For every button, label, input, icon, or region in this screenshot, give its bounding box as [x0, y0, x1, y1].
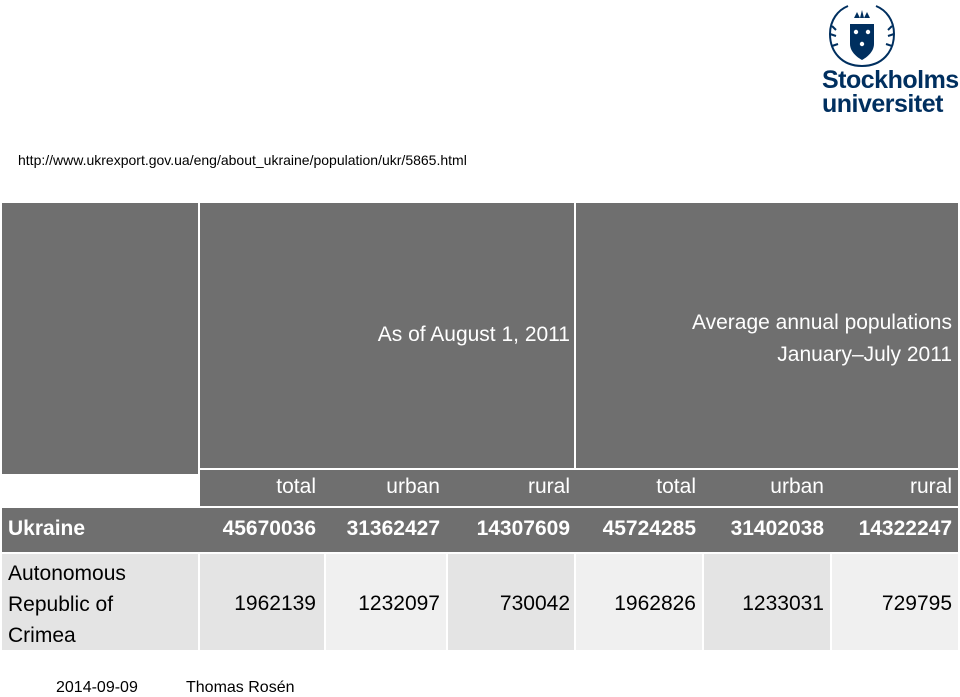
row-label-ukraine: Ukraine	[8, 517, 86, 540]
row-label-crimea-line3: Crimea	[8, 624, 76, 647]
group-header-average-line1: Average annual populations	[692, 311, 952, 334]
col-header-total-a: total	[276, 475, 316, 498]
row-label-cell-crimea	[2, 554, 198, 650]
cell-crimea-urban-b: 1233031	[742, 592, 824, 615]
cell-ukraine-rural-b: 14322247	[858, 517, 952, 540]
row-label-crimea: Autonomous Republic of Crimea	[8, 558, 126, 651]
col-header-total-b: total	[656, 475, 696, 498]
population-table: As of August 1, 2011 Average annual popu…	[2, 203, 958, 650]
stockholm-university-logo: Stockholms universitet	[820, 4, 959, 118]
cell-ukraine-total-a: 45670036	[222, 517, 316, 540]
col-header-rural-b: rural	[909, 475, 952, 498]
group-header-average: Average annual populations January–July …	[576, 203, 958, 468]
cell-crimea-total-a: 1962139	[234, 592, 316, 615]
university-seal-icon	[828, 5, 896, 67]
crimea-cell-bg-4	[576, 554, 702, 650]
col-header-urban-b: urban	[770, 475, 824, 498]
cell-crimea-urban-a: 1232097	[358, 592, 440, 615]
logo-word-universitet: universitet	[822, 90, 943, 118]
cell-crimea-rural-b: 729795	[881, 592, 952, 615]
group-header-average-label: Average annual populations January–July …	[692, 307, 952, 371]
cell-ukraine-rural-a: 14307609	[476, 517, 570, 540]
footer-date: 2014-09-09	[56, 679, 138, 696]
cell-ukraine-total-b: 45724285	[602, 517, 696, 540]
corner-header-cell	[2, 203, 198, 474]
subheader-row	[200, 470, 958, 506]
crimea-cell-bg-2	[326, 554, 446, 650]
cell-crimea-total-b: 1962826	[614, 592, 696, 615]
row-label-crimea-line1: Autonomous	[8, 562, 126, 585]
group-header-as-of-label: As of August 1, 2011	[377, 323, 570, 346]
cell-ukraine-urban-b: 31402038	[730, 517, 824, 540]
col-header-rural-a: rural	[527, 475, 570, 498]
group-header-average-line2: January–July 2011	[777, 343, 952, 366]
crimea-cell-bg-3	[448, 554, 574, 650]
cell-ukraine-urban-a: 31362427	[346, 517, 440, 540]
footer-author: Thomas Rosén	[186, 679, 295, 696]
col-header-urban-a: urban	[386, 475, 440, 498]
table-row	[2, 508, 958, 552]
crimea-cell-bg-1	[200, 554, 324, 650]
row-label-crimea-line2: Republic of	[8, 593, 114, 616]
cell-crimea-rural-a: 730042	[499, 592, 570, 615]
logo-word-stockholms: Stockholms	[822, 66, 959, 94]
crimea-cell-bg-6	[832, 554, 958, 650]
crimea-cell-bg-5	[704, 554, 830, 650]
group-header-as-of: As of August 1, 2011	[200, 203, 574, 468]
source-url: http://www.ukrexport.gov.ua/eng/about_uk…	[18, 152, 467, 168]
